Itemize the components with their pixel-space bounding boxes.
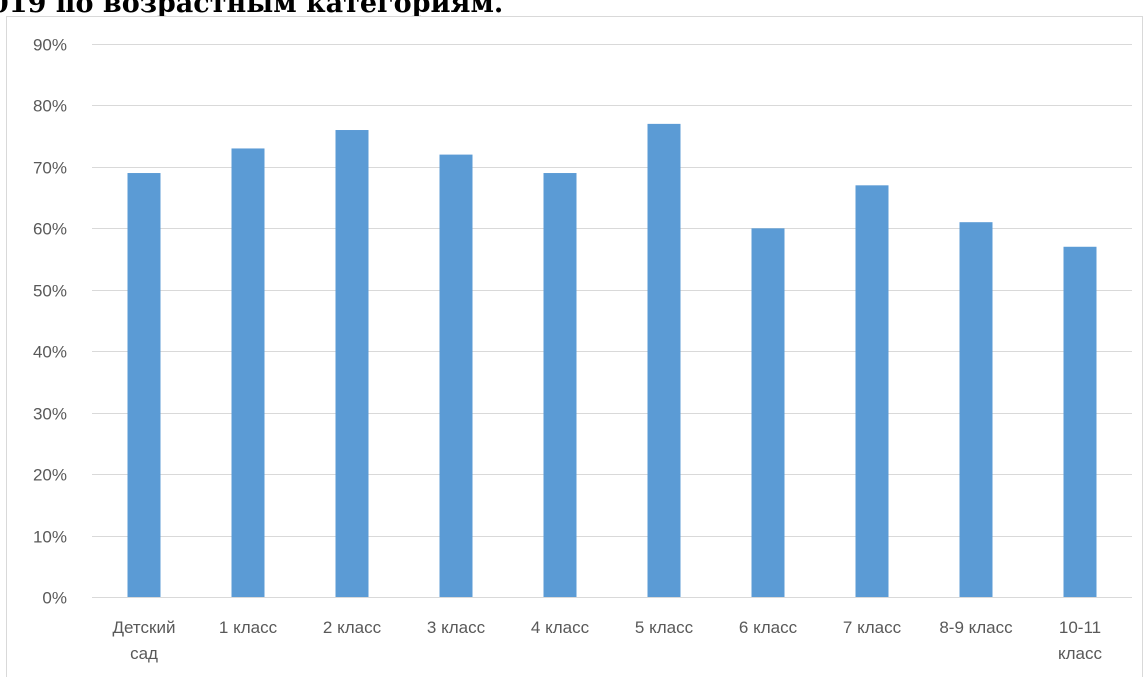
y-tick-label: 90% bbox=[33, 36, 67, 55]
y-tick-label: 20% bbox=[33, 466, 67, 485]
y-axis-tick-labels: 0% 10% 20% 30% 40% 50% 60% 70% 80% 90% bbox=[33, 36, 67, 608]
x-axis-category-labels: Детский сад 1 класс 2 класс 3 класс 4 класс 5 … bbox=[113, 618, 1103, 663]
x-category-label: 10-11 класс bbox=[1058, 618, 1103, 663]
chart-area: 0% 10% 20% 30% 40% 50% 60% 70% 80% 90% Детский сад… bbox=[6, 16, 1143, 677]
y-tick-label: 10% bbox=[33, 528, 67, 547]
y-tick-label: 40% bbox=[33, 343, 67, 362]
bar-chart: 0% 10% 20% 30% 40% 50% 60% 70% 80% 90% Детский сад… bbox=[33, 36, 1132, 663]
bar bbox=[647, 123, 681, 597]
gridlines bbox=[92, 44, 1132, 598]
x-category-label: 4 класс bbox=[531, 618, 590, 637]
x-category-label: Детский сад bbox=[113, 618, 176, 663]
x-category-label: 8-9 класс bbox=[939, 618, 1013, 637]
bar bbox=[231, 148, 265, 597]
y-tick-label: 80% bbox=[33, 97, 67, 116]
y-tick-label: 60% bbox=[33, 220, 67, 239]
y-tick-label: 70% bbox=[33, 159, 67, 178]
bar bbox=[543, 173, 577, 598]
x-category-label: 2 класс bbox=[323, 618, 382, 637]
bar bbox=[335, 130, 369, 597]
y-tick-label: 30% bbox=[33, 405, 67, 424]
x-category-label: 6 класс bbox=[739, 618, 798, 637]
bars bbox=[127, 123, 1097, 598]
y-tick-label: 50% bbox=[33, 282, 67, 301]
x-category-label: 5 класс bbox=[635, 618, 694, 637]
y-tick-label: 0% bbox=[42, 589, 67, 608]
document-heading: 019 по возрастным категориям. bbox=[0, 0, 504, 19]
bar bbox=[959, 222, 993, 597]
bar bbox=[855, 185, 889, 598]
bar bbox=[1063, 246, 1097, 597]
bar bbox=[127, 173, 161, 598]
bar bbox=[751, 228, 785, 598]
bar bbox=[439, 154, 473, 597]
x-category-label: 7 класс bbox=[843, 618, 902, 637]
x-category-label: 1 класс bbox=[219, 618, 278, 637]
x-category-label: 3 класс bbox=[427, 618, 486, 637]
